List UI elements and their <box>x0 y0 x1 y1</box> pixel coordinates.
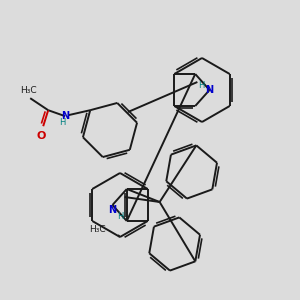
Text: H₃C: H₃C <box>89 224 106 233</box>
Text: N: N <box>206 85 214 95</box>
Text: H: H <box>59 118 65 127</box>
Text: H: H <box>198 80 205 89</box>
Text: H₃C: H₃C <box>20 86 37 95</box>
Text: H: H <box>117 212 124 221</box>
Text: O: O <box>37 131 46 141</box>
Text: N: N <box>61 111 69 121</box>
Text: N: N <box>108 205 116 215</box>
